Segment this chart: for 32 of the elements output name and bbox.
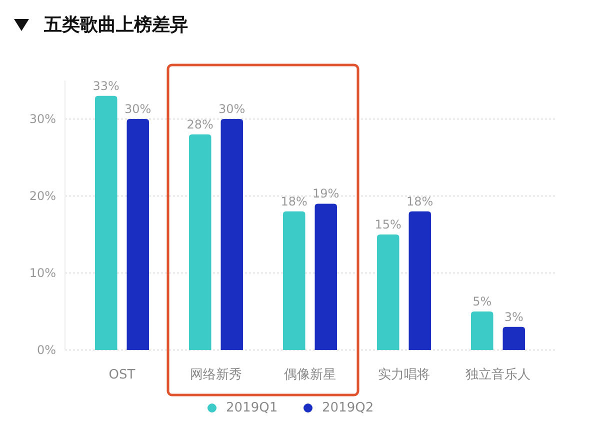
x-tick-label: 实力唱将: [378, 368, 430, 382]
x-tick-label: 偶像新星: [284, 368, 336, 382]
data-label: 19%: [312, 186, 340, 201]
bar: [189, 134, 212, 350]
bar: [314, 204, 337, 350]
x-tick-label: 独立音乐人: [466, 366, 530, 382]
data-label: 33%: [92, 78, 120, 93]
bar: [377, 234, 400, 350]
bar: [126, 119, 149, 350]
y-tick-label: 0%: [36, 343, 56, 357]
data-label: 5%: [472, 294, 492, 308]
bar: [471, 312, 494, 350]
bar: [95, 96, 118, 350]
bar: [220, 119, 243, 350]
data-label: 18%: [280, 194, 308, 208]
data-label: 30%: [218, 102, 246, 116]
bar: [502, 326, 525, 350]
y-tick-label: 20%: [29, 189, 56, 203]
data-label: 18%: [406, 194, 434, 208]
data-label: 28%: [186, 117, 214, 132]
data-label: 15%: [374, 218, 402, 232]
x-tick-label: OST: [108, 368, 136, 382]
legend-label: 2019Q2: [322, 400, 374, 416]
legend-label: 2019Q1: [226, 400, 278, 416]
y-tick-label: 10%: [29, 266, 56, 280]
data-label: 3%: [504, 310, 524, 324]
data-label: 30%: [124, 102, 152, 116]
y-tick-label: 30%: [29, 112, 56, 126]
bar: [283, 211, 306, 350]
bar: [408, 211, 431, 350]
chart-title: 五类歌曲上榜差异: [43, 14, 188, 36]
x-tick-label: 网络新秀: [190, 368, 242, 382]
